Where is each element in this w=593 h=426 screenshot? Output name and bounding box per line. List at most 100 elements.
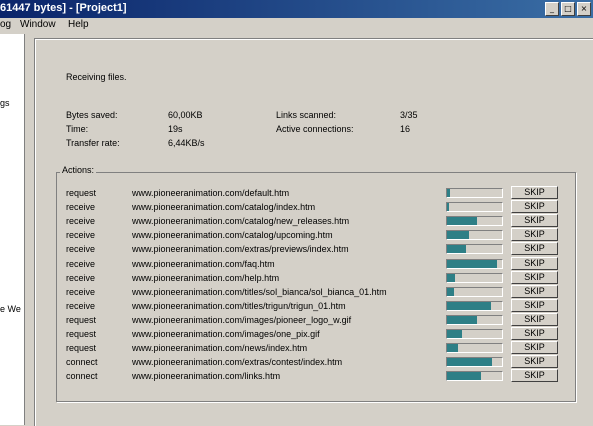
progress-bar bbox=[446, 286, 503, 297]
minimize-button[interactable]: _ bbox=[545, 2, 559, 16]
action-row: request www.pioneeranimation.com/news/ind… bbox=[0, 341, 593, 356]
action-row: request www.pioneeranimation.com/default.… bbox=[0, 186, 593, 201]
progress-bar bbox=[446, 314, 503, 325]
progress-fill bbox=[447, 259, 497, 268]
action-type: receive bbox=[66, 300, 96, 311]
links-scanned-label: Links scanned: bbox=[276, 110, 337, 120]
action-row: receive www.pioneeranimation.com/catalog/… bbox=[0, 214, 593, 229]
action-url: www.pioneeranimation.com/default.htm bbox=[132, 188, 290, 198]
progress-bar bbox=[446, 216, 503, 227]
menu-log[interactable]: og bbox=[0, 19, 12, 30]
action-url: www.pioneeranimation.com/titles/trigun/t… bbox=[132, 300, 346, 311]
action-url: www.pioneeranimation.com/catalog/index.h… bbox=[132, 202, 316, 213]
action-type: request bbox=[66, 314, 97, 325]
active-connections-label: Active connections: bbox=[276, 124, 354, 134]
progress-bar bbox=[446, 272, 503, 283]
menu-window[interactable]: Window bbox=[20, 19, 56, 30]
progress-bar bbox=[446, 188, 503, 198]
action-type: receive bbox=[66, 286, 96, 297]
progress-fill bbox=[447, 287, 454, 296]
skip-button[interactable]: SKIP bbox=[511, 355, 558, 369]
action-row: request www.pioneeranimation.com/images/o… bbox=[0, 327, 593, 342]
bytes-saved-label: Bytes saved: bbox=[66, 110, 118, 120]
skip-button[interactable]: SKIP bbox=[511, 284, 558, 298]
action-type: request bbox=[66, 329, 97, 339]
skip-button[interactable]: SKIP bbox=[511, 186, 558, 199]
action-row: connect www.pioneeranimation.com/links.ht… bbox=[0, 369, 593, 384]
actions-group bbox=[56, 172, 576, 402]
action-row: connect www.pioneeranimation.com/extras/c… bbox=[0, 355, 593, 370]
menu-help[interactable]: Help bbox=[68, 19, 89, 30]
skip-button[interactable]: SKIP bbox=[511, 369, 558, 383]
skip-button[interactable]: SKIP bbox=[511, 327, 558, 340]
status-text: Receiving files. bbox=[66, 72, 127, 82]
skip-button[interactable]: SKIP bbox=[511, 242, 558, 256]
action-type: receive bbox=[66, 216, 96, 227]
action-url: www.pioneeranimation.com/images/one_pix.… bbox=[132, 329, 320, 339]
action-type: receive bbox=[66, 230, 96, 241]
skip-button[interactable]: SKIP bbox=[511, 256, 558, 270]
progress-fill bbox=[447, 330, 463, 338]
progress-bar bbox=[446, 343, 503, 354]
progress-bar bbox=[446, 244, 503, 255]
time-value: 19s bbox=[168, 124, 183, 134]
skip-button[interactable]: SKIP bbox=[511, 270, 558, 284]
action-url: www.pioneeranimation.com/catalog/upcomin… bbox=[132, 230, 333, 241]
progress-bar bbox=[446, 230, 503, 241]
menu-bar: og Window Help bbox=[0, 18, 593, 34]
progress-bar bbox=[446, 329, 503, 339]
maximize-button[interactable]: □ bbox=[561, 2, 575, 16]
action-type: receive bbox=[66, 272, 96, 283]
skip-button[interactable]: SKIP bbox=[511, 298, 558, 312]
progress-fill bbox=[447, 301, 491, 310]
action-row: receive www.pioneeranimation.com/titles/s… bbox=[0, 284, 593, 300]
download-progress-panel bbox=[34, 38, 593, 426]
action-type: connect bbox=[66, 371, 98, 382]
window-title: 61447 bytes] - [Project1] bbox=[0, 2, 127, 14]
title-bar: 61447 bytes] - [Project1] _ □ × bbox=[0, 0, 593, 18]
left-tree-pane[interactable]: gs e We bbox=[0, 34, 25, 425]
left-pane-fragment: gs bbox=[0, 98, 10, 108]
progress-fill bbox=[447, 245, 467, 254]
action-row: request www.pioneeranimation.com/images/p… bbox=[0, 312, 593, 328]
actions-legend: Actions: bbox=[60, 165, 97, 175]
action-type: receive bbox=[66, 202, 96, 213]
skip-button[interactable]: SKIP bbox=[511, 341, 558, 355]
transfer-rate-label: Transfer rate: bbox=[66, 138, 120, 148]
transfer-rate-value: 6,44KB/s bbox=[168, 138, 205, 148]
action-row: receive www.pioneeranimation.com/catalog/… bbox=[0, 228, 593, 243]
left-pane-fragment: e We bbox=[0, 304, 21, 314]
action-url: www.pioneeranimation.com/links.htm bbox=[132, 371, 281, 382]
action-row: receive www.pioneeranimation.com/catalog/… bbox=[0, 200, 593, 215]
action-url: www.pioneeranimation.com/extras/contest/… bbox=[132, 357, 343, 368]
action-row: receive www.pioneeranimation.com/help.htm… bbox=[0, 270, 593, 286]
action-row: receive www.pioneeranimation.com/titles/t… bbox=[0, 298, 593, 314]
action-url: www.pioneeranimation.com/news/index.htm bbox=[132, 343, 308, 354]
time-label: Time: bbox=[66, 124, 89, 134]
action-row: receive www.pioneeranimation.com/extras/p… bbox=[0, 242, 593, 257]
progress-bar bbox=[446, 258, 503, 269]
progress-fill bbox=[447, 372, 482, 381]
progress-bar bbox=[446, 202, 503, 213]
skip-button[interactable]: SKIP bbox=[511, 228, 558, 242]
skip-button[interactable]: SKIP bbox=[511, 312, 558, 326]
progress-bar bbox=[446, 357, 503, 368]
active-connections-value: 16 bbox=[400, 124, 411, 134]
action-url: www.pioneeranimation.com/catalog/new_rel… bbox=[132, 216, 350, 227]
progress-fill bbox=[447, 231, 469, 240]
action-url: www.pioneeranimation.com/faq.htm bbox=[132, 258, 275, 269]
action-type: connect bbox=[66, 357, 98, 368]
skip-button[interactable]: SKIP bbox=[511, 200, 558, 214]
progress-fill bbox=[447, 273, 456, 282]
progress-bar bbox=[446, 300, 503, 311]
skip-button[interactable]: SKIP bbox=[511, 214, 558, 228]
progress-fill bbox=[447, 189, 450, 197]
close-button[interactable]: × bbox=[577, 2, 591, 16]
action-url: www.pioneeranimation.com/extras/previews… bbox=[132, 244, 349, 255]
window-controls: _ □ × bbox=[545, 2, 591, 16]
progress-fill bbox=[447, 358, 493, 367]
action-url: www.pioneeranimation.com/titles/sol_bian… bbox=[132, 286, 387, 297]
links-scanned-value: 3/35 bbox=[400, 110, 418, 120]
action-type: request bbox=[66, 343, 97, 354]
action-type: request bbox=[66, 188, 97, 198]
